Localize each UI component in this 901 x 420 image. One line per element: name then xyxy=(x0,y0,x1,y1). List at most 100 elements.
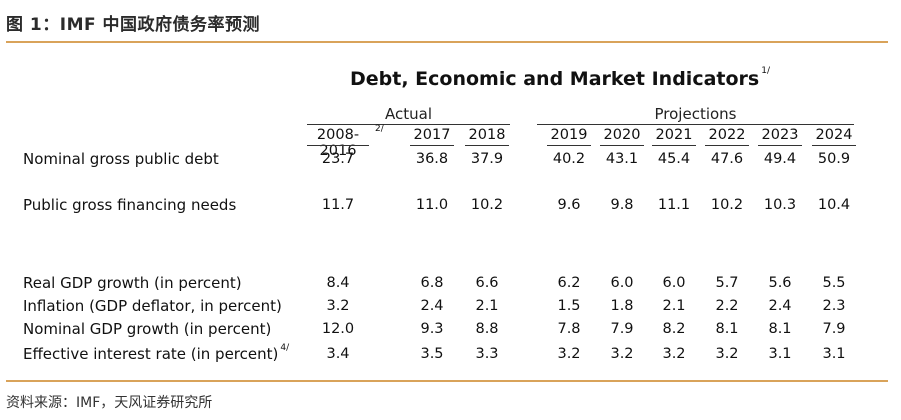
row-label: Public gross financing needs xyxy=(23,196,236,214)
year-header: 2017 xyxy=(410,127,454,143)
year-header: 2018 xyxy=(465,127,509,143)
year-header-underline xyxy=(812,145,856,146)
row-label-text: Nominal gross public debt xyxy=(23,150,219,168)
year-header-underline xyxy=(410,145,454,146)
row-label: Real GDP growth (in percent) xyxy=(23,274,242,292)
table-cell: 8.1 xyxy=(715,321,739,337)
table-title: Debt, Economic and Market Indicators 1/ xyxy=(0,66,901,90)
table-cell: 1.8 xyxy=(610,298,634,314)
table-cell: 2.1 xyxy=(662,298,686,314)
table-cell: 10.4 xyxy=(817,197,851,213)
table-cell: 6.6 xyxy=(475,275,499,291)
table-cell: 3.4 xyxy=(326,346,350,362)
year-header-underline xyxy=(600,145,644,146)
table-cell: 3.1 xyxy=(768,346,792,362)
year-header: 2022 xyxy=(705,127,749,143)
table-cell: 2.2 xyxy=(715,298,739,314)
table-cell: 3.2 xyxy=(662,346,686,362)
table-cell: 12.0 xyxy=(321,321,355,337)
year-header: 2024 xyxy=(812,127,856,143)
table-cell: 3.1 xyxy=(822,346,846,362)
row-label-note: 4/ xyxy=(280,343,290,353)
table-title-note: 1/ xyxy=(761,66,770,76)
year-header-text: 2017 xyxy=(413,127,451,143)
year-header-note: 2/ xyxy=(375,124,384,134)
source-note: 资料来源：IMF，天风证券研究所 xyxy=(6,395,213,411)
year-header-text: 2018 xyxy=(468,127,506,143)
table-cell: 2.1 xyxy=(475,298,499,314)
table-cell: 3.5 xyxy=(420,346,444,362)
table-cell: 9.6 xyxy=(557,197,581,213)
row-label-text: Effective interest rate (in percent) xyxy=(23,345,279,363)
year-header-text: 2021 xyxy=(655,127,693,143)
table-cell: 10.3 xyxy=(763,197,797,213)
top-rule xyxy=(6,41,888,43)
year-header-text: 2019 xyxy=(550,127,588,143)
group-actual-underline xyxy=(307,124,510,125)
group-projections: Projections xyxy=(654,105,737,123)
table-cell: 37.9 xyxy=(470,151,504,167)
year-header-text: 2024 xyxy=(815,127,853,143)
table-cell: 11.1 xyxy=(657,197,691,213)
table-cell: 49.4 xyxy=(763,151,797,167)
year-header-underline xyxy=(652,145,696,146)
year-header-underline xyxy=(758,145,802,146)
table-cell: 23.7 xyxy=(321,151,355,167)
year-header: 2020 xyxy=(600,127,644,143)
year-header-text: 2022 xyxy=(708,127,746,143)
table-cell: 2.3 xyxy=(822,298,846,314)
figure-title: 图 1：IMF 中国政府债务率预测 xyxy=(6,15,261,35)
row-label-text: Public gross financing needs xyxy=(23,196,237,214)
table-cell: 7.8 xyxy=(557,321,581,337)
table-cell: 8.8 xyxy=(475,321,499,337)
row-label: Inflation (GDP deflator, in percent) xyxy=(23,297,282,315)
table-cell: 9.3 xyxy=(420,321,444,337)
group-actual: Actual xyxy=(385,105,432,123)
table-cell: 6.2 xyxy=(557,275,581,291)
table-cell: 10.2 xyxy=(470,197,504,213)
table-cell: 2.4 xyxy=(768,298,792,314)
group-projections-underline xyxy=(537,124,854,125)
table-cell: 10.2 xyxy=(710,197,744,213)
row-label: Nominal gross public debt xyxy=(23,150,219,168)
year-header-text: 2023 xyxy=(761,127,799,143)
table-cell: 36.8 xyxy=(415,151,449,167)
table-cell: 11.7 xyxy=(321,197,355,213)
table-cell: 6.0 xyxy=(610,275,634,291)
table-cell: 3.2 xyxy=(610,346,634,362)
table-cell: 45.4 xyxy=(657,151,691,167)
table-cell: 5.5 xyxy=(822,275,846,291)
table-cell: 2.4 xyxy=(420,298,444,314)
table-cell: 9.8 xyxy=(610,197,634,213)
bottom-rule xyxy=(6,380,888,382)
table-cell: 50.9 xyxy=(817,151,851,167)
year-header-underline xyxy=(307,145,369,146)
row-label-text: Real GDP growth (in percent) xyxy=(23,274,242,292)
year-header-text: 2008-2016 xyxy=(316,127,360,159)
row-label-text: Inflation (GDP deflator, in percent) xyxy=(23,297,282,315)
table-cell: 7.9 xyxy=(610,321,634,337)
table-cell: 1.5 xyxy=(557,298,581,314)
table-cell: 5.6 xyxy=(768,275,792,291)
year-header-underline xyxy=(547,145,591,146)
year-header: 2019 xyxy=(547,127,591,143)
table-cell: 40.2 xyxy=(552,151,586,167)
table-cell: 11.0 xyxy=(415,197,449,213)
row-label-text: Nominal GDP growth (in percent) xyxy=(23,320,272,338)
table-cell: 3.2 xyxy=(326,298,350,314)
year-header: 2021 xyxy=(652,127,696,143)
row-label: Effective interest rate (in percent) 4/ xyxy=(23,343,290,363)
table-cell: 3.2 xyxy=(715,346,739,362)
table-cell: 6.0 xyxy=(662,275,686,291)
year-header: 2023 xyxy=(758,127,802,143)
table-cell: 7.9 xyxy=(822,321,846,337)
table-cell: 3.3 xyxy=(475,346,499,362)
year-header: 2008-2016 2/ xyxy=(307,124,384,159)
row-label: Nominal GDP growth (in percent) xyxy=(23,320,271,338)
table-cell: 3.2 xyxy=(557,346,581,362)
table-cell: 8.4 xyxy=(326,275,350,291)
table-cell: 6.8 xyxy=(420,275,444,291)
year-header-underline xyxy=(465,145,509,146)
table-title-text: Debt, Economic and Market Indicators xyxy=(350,68,760,90)
table-cell: 47.6 xyxy=(710,151,744,167)
